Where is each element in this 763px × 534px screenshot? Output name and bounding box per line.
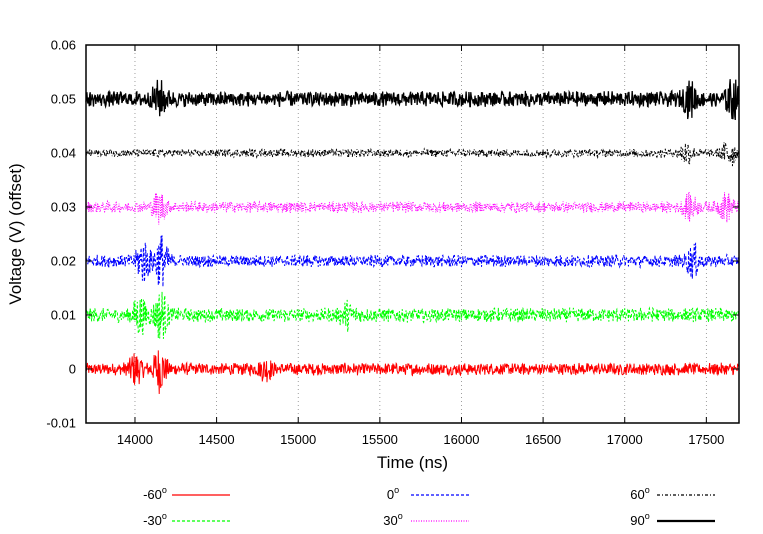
plot-frame bbox=[85, 44, 740, 424]
legend-label: -30o bbox=[143, 511, 167, 528]
legend-entry-90: 90o bbox=[630, 511, 715, 528]
x-tick-label: 14000 bbox=[117, 432, 153, 447]
legend-label: -60o bbox=[143, 485, 167, 502]
y-tick-label: -0.01 bbox=[46, 416, 76, 431]
x-tick-label: 14500 bbox=[199, 432, 235, 447]
series-line-60 bbox=[85, 142, 740, 167]
series-line--60 bbox=[85, 350, 740, 394]
x-tick-label: 15000 bbox=[280, 432, 316, 447]
x-tick-label: 17500 bbox=[688, 432, 724, 447]
legend-label: 60o bbox=[630, 485, 649, 502]
x-tick-label: 15500 bbox=[362, 432, 398, 447]
legend: -60o -30o 0o 30o 60o 90o bbox=[143, 485, 715, 528]
y-axis-label: Voltage (V) (offset) bbox=[6, 163, 25, 304]
x-tick-label: 17000 bbox=[607, 432, 643, 447]
series-layer bbox=[85, 79, 740, 394]
x-axis-ticks: 14000 14500 15000 15500 16000 16500 17000 17500 bbox=[117, 45, 724, 447]
x-tick-label: 16000 bbox=[443, 432, 479, 447]
legend-entry-60: 60o bbox=[630, 485, 715, 502]
series-line-0 bbox=[85, 235, 740, 287]
y-tick-label: 0 bbox=[69, 362, 76, 377]
y-tick-label: 0.03 bbox=[51, 200, 76, 215]
x-tick-label: 16500 bbox=[525, 432, 561, 447]
legend-label: 30o bbox=[383, 511, 402, 528]
x-axis-label: Time (ns) bbox=[377, 453, 448, 472]
series-line-90 bbox=[85, 79, 740, 121]
legend-entry-0: 0o bbox=[387, 485, 469, 502]
series-line-30 bbox=[85, 190, 740, 225]
y-axis-ticks: -0.01 0 0.01 0.02 0.03 0.04 0.05 0.06 bbox=[46, 38, 739, 431]
legend-entry--30: -30o bbox=[143, 511, 230, 528]
legend-label: 90o bbox=[630, 511, 649, 528]
legend-entry--60: -60o bbox=[143, 485, 230, 502]
legend-label: 0o bbox=[387, 485, 399, 502]
y-tick-label: 0.04 bbox=[51, 146, 76, 161]
y-tick-label: 0.01 bbox=[51, 308, 76, 323]
series-line--30 bbox=[85, 291, 740, 339]
y-tick-label: 0.06 bbox=[51, 38, 76, 53]
y-tick-label: 0.05 bbox=[51, 92, 76, 107]
legend-entry-30: 30o bbox=[383, 511, 469, 528]
y-tick-label: 0.02 bbox=[51, 254, 76, 269]
